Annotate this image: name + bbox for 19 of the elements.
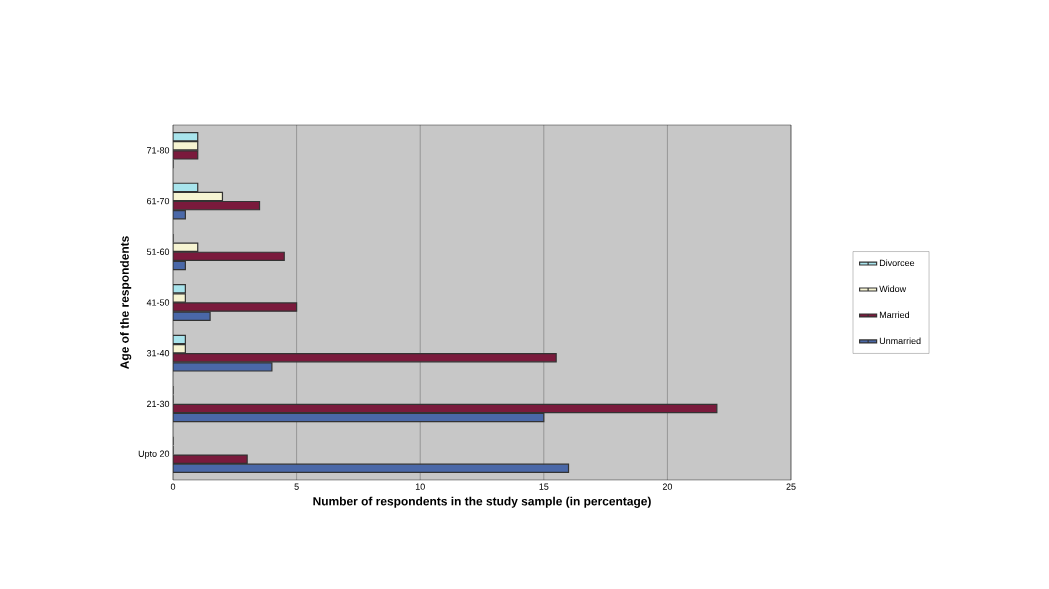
x-tick-label: 0 [170,483,176,490]
y-axis-title: Age of the respondents [120,236,132,369]
y-tick-label: Upto 20 [138,450,170,459]
y-tick-label: 51-60 [146,248,170,255]
y-tick-label: 21-30 [147,400,170,408]
x-tick-label: 25 [786,483,796,490]
x-tick-label: 10 [415,483,425,490]
legend-label: Married [879,311,910,319]
x-tick-label: 5 [294,483,299,490]
legend-label: Unmarried [879,337,921,345]
y-tick-label: 41-50 [146,299,170,306]
y-tick-label: 71-80 [147,147,170,154]
y-tick-label: 61-70 [147,197,170,205]
x-axis-title: Number of respondents in the study sample (in percentage) [313,496,651,508]
x-tick-label: 20 [662,483,673,490]
x-tick-label: 15 [539,483,549,490]
y-tick-label: 31-40 [146,350,170,357]
legend-label: Widow [879,285,907,293]
legend-label: Divorcee [879,259,915,267]
